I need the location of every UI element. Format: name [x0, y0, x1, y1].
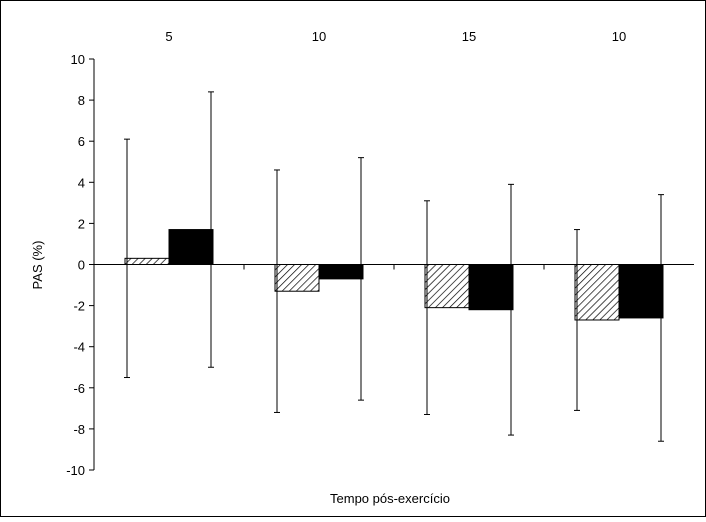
category-label: 10: [612, 29, 626, 44]
y-tick-label: -8: [73, 422, 85, 437]
y-tick-label: 2: [78, 216, 85, 231]
y-tick-label: -10: [66, 463, 85, 478]
solid-bar: [168, 229, 214, 266]
y-tick-label: 4: [78, 175, 85, 190]
category-label: 5: [165, 29, 172, 44]
y-axis-title: PAS (%): [30, 241, 45, 290]
hatched-bar: [424, 264, 470, 309]
solid-bar: [318, 264, 364, 280]
category-label: 10: [312, 29, 326, 44]
y-tick-label: 10: [71, 52, 85, 67]
hatched-bar: [574, 264, 620, 321]
y-tick-label: -6: [73, 381, 85, 396]
category-label: 15: [462, 29, 476, 44]
solid-bar: [468, 264, 514, 311]
y-tick-label: 0: [78, 258, 85, 273]
y-tick-label: -2: [73, 299, 85, 314]
x-axis-title: Tempo pós-exercício: [330, 491, 450, 506]
y-tick-label: -4: [73, 340, 85, 355]
y-tick-label: 8: [78, 93, 85, 108]
solid-bar: [618, 264, 664, 319]
hatched-bar: [274, 264, 320, 292]
hatched-bar: [124, 257, 170, 265]
y-tick-label: 6: [78, 134, 85, 149]
